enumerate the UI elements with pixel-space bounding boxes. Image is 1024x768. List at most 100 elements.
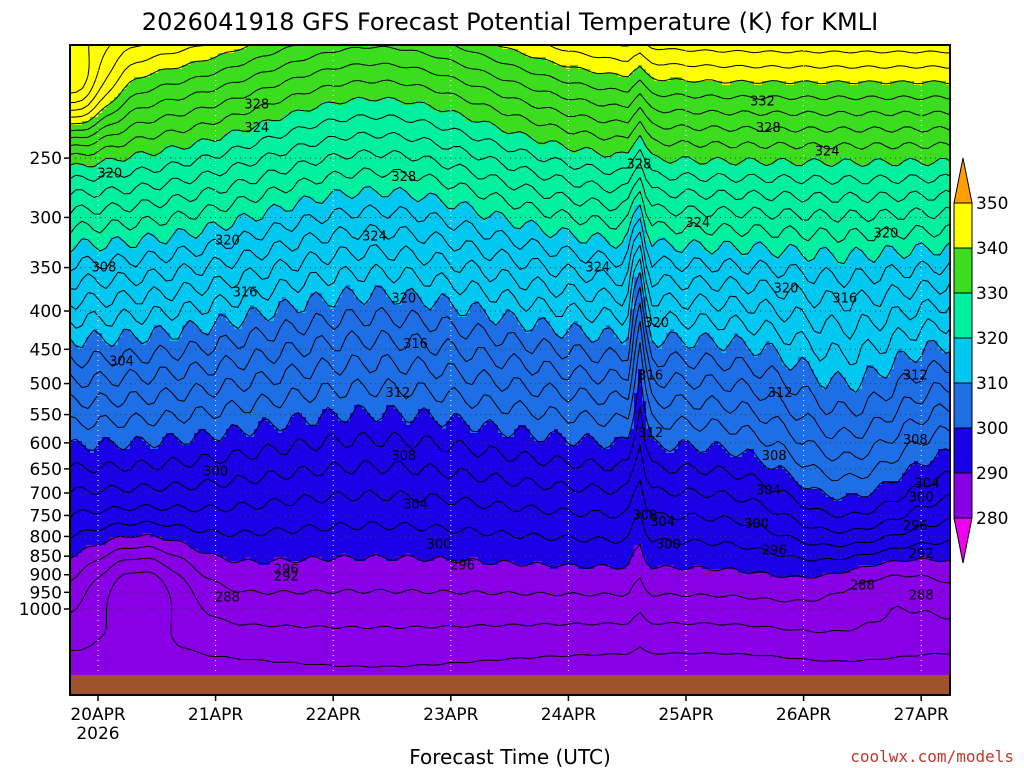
contour-label: 320 <box>97 166 122 181</box>
contour-label: 328 <box>756 121 781 136</box>
contour-label: 308 <box>91 261 116 276</box>
contour-label: 296 <box>762 543 787 558</box>
colorbar-tick-label: 340 <box>976 239 1008 259</box>
contour-label: 316 <box>403 337 428 352</box>
chart-title: 2026041918 GFS Forecast Potential Temper… <box>142 8 878 36</box>
colorbar-tick-label: 280 <box>976 509 1008 529</box>
contour-label: 320 <box>391 292 416 307</box>
contour-label: 320 <box>644 316 669 331</box>
colorbar: 280 290 300 310 320 330 340 350 <box>953 157 1008 564</box>
contour-label: 304 <box>756 484 781 499</box>
contour-label: 292 <box>274 570 299 585</box>
terrain-bar <box>70 675 950 695</box>
colorbar-band <box>953 337 973 384</box>
contour-label: 288 <box>215 590 240 605</box>
contour-label: 332 <box>750 94 775 109</box>
contour-label: 316 <box>233 286 258 301</box>
contour-label: 332 <box>1003 110 1024 125</box>
grid-lines <box>70 45 950 695</box>
contour-label: 320 <box>874 226 899 241</box>
contour-label: 304 <box>650 515 675 530</box>
contour-label: 292 <box>909 547 934 562</box>
y-tick-label: 950 <box>30 583 62 603</box>
x-tick-label: 20APR <box>70 705 126 725</box>
contour-label: 328 <box>244 98 269 113</box>
contour-label: 324 <box>362 229 387 244</box>
contour-label: 320 <box>215 233 240 248</box>
x-tick-sublabel: 2026 <box>76 724 119 744</box>
contour-label: 324 <box>991 170 1016 185</box>
y-tick-label: 400 <box>30 302 62 322</box>
plot-frame <box>69 44 951 696</box>
contour-label: 304 <box>109 354 134 369</box>
y-tick-label: 650 <box>30 460 62 480</box>
colorbar-band <box>953 202 973 249</box>
y-tick-label: 900 <box>30 566 62 586</box>
contour-label: 312 <box>385 386 410 401</box>
colorbar-band <box>953 292 973 339</box>
contour-label: 304 <box>403 497 428 512</box>
contour-label: 328 <box>391 170 416 185</box>
y-tick-label: 800 <box>30 527 62 547</box>
contour-label: 320 <box>774 281 799 296</box>
y-tick-label: 350 <box>30 259 62 279</box>
contour-label: 300 <box>656 537 681 552</box>
colorbar-tick-label: 330 <box>976 284 1008 304</box>
contour-label: 308 <box>391 449 416 464</box>
y-tick-label: 550 <box>30 406 62 426</box>
contour-label: 336 <box>985 83 1010 98</box>
colorbar-band <box>953 472 973 519</box>
x-tick-label: 27APR <box>894 705 950 725</box>
contour-label: 312 <box>638 426 663 441</box>
contour-label: 324 <box>585 261 610 276</box>
colorbar-tick-label: 310 <box>976 374 1008 394</box>
y-tick-label: 450 <box>30 340 62 360</box>
y-tick-label: 250 <box>30 149 62 169</box>
colorbar-band <box>953 427 973 474</box>
contour-label: 312 <box>768 386 793 401</box>
contour-label: 300 <box>203 464 228 479</box>
contour-label: 328 <box>1003 135 1024 150</box>
colorbar-bottom-arrow <box>953 517 973 564</box>
contour-label: 312 <box>903 369 928 384</box>
y-tick-label: 600 <box>30 434 62 454</box>
contour-label: 308 <box>762 449 787 464</box>
contour-label: 300 <box>909 491 934 506</box>
y-tick-label: 500 <box>30 375 62 395</box>
contour-label: 288 <box>850 578 875 593</box>
y-axis-ticks: 2503003504004505005506006507007508008509… <box>19 149 70 620</box>
contour-label: 308 <box>632 508 657 523</box>
x-tick-label: 25APR <box>658 705 714 725</box>
contour-label: 288 <box>909 589 934 604</box>
colorbar-band <box>953 382 973 429</box>
contour-label: 308 <box>903 433 928 448</box>
contour-label: 316 <box>638 369 663 384</box>
contour-label: 296 <box>274 563 299 578</box>
contour-label: 324 <box>685 216 710 231</box>
x-tick-label: 21APR <box>188 705 244 725</box>
colorbar-tick-label: 320 <box>976 329 1008 349</box>
x-tick-label: 24APR <box>541 705 597 725</box>
plot-area: 3283243203203163083043002962922883283243… <box>70 45 1024 695</box>
contour-label: 324 <box>815 145 840 160</box>
y-tick-label: 300 <box>30 208 62 228</box>
colorbar-tick-label: 300 <box>976 419 1008 439</box>
colorbar-tick-label: 290 <box>976 464 1008 484</box>
contour-fills <box>70 45 950 695</box>
x-tick-label: 22APR <box>306 705 362 725</box>
credit-text: coolwx.com/models <box>850 747 1014 766</box>
x-tick-label: 26APR <box>776 705 832 725</box>
x-axis-label: Forecast Time (UTC) <box>409 745 611 768</box>
contour-label: 296 <box>450 559 475 574</box>
y-tick-label: 750 <box>30 506 62 526</box>
contour-label: 300 <box>427 537 452 552</box>
colorbar-band <box>953 247 973 294</box>
x-tick-label: 23APR <box>423 705 479 725</box>
y-tick-label: 850 <box>30 547 62 567</box>
contour-label: 324 <box>244 121 269 136</box>
contour-labels: 3283243203203163083043002962922883283243… <box>91 83 1024 605</box>
contour-label: 316 <box>979 308 1004 323</box>
contour-label: 304 <box>915 477 940 492</box>
y-tick-label: 700 <box>30 484 62 504</box>
